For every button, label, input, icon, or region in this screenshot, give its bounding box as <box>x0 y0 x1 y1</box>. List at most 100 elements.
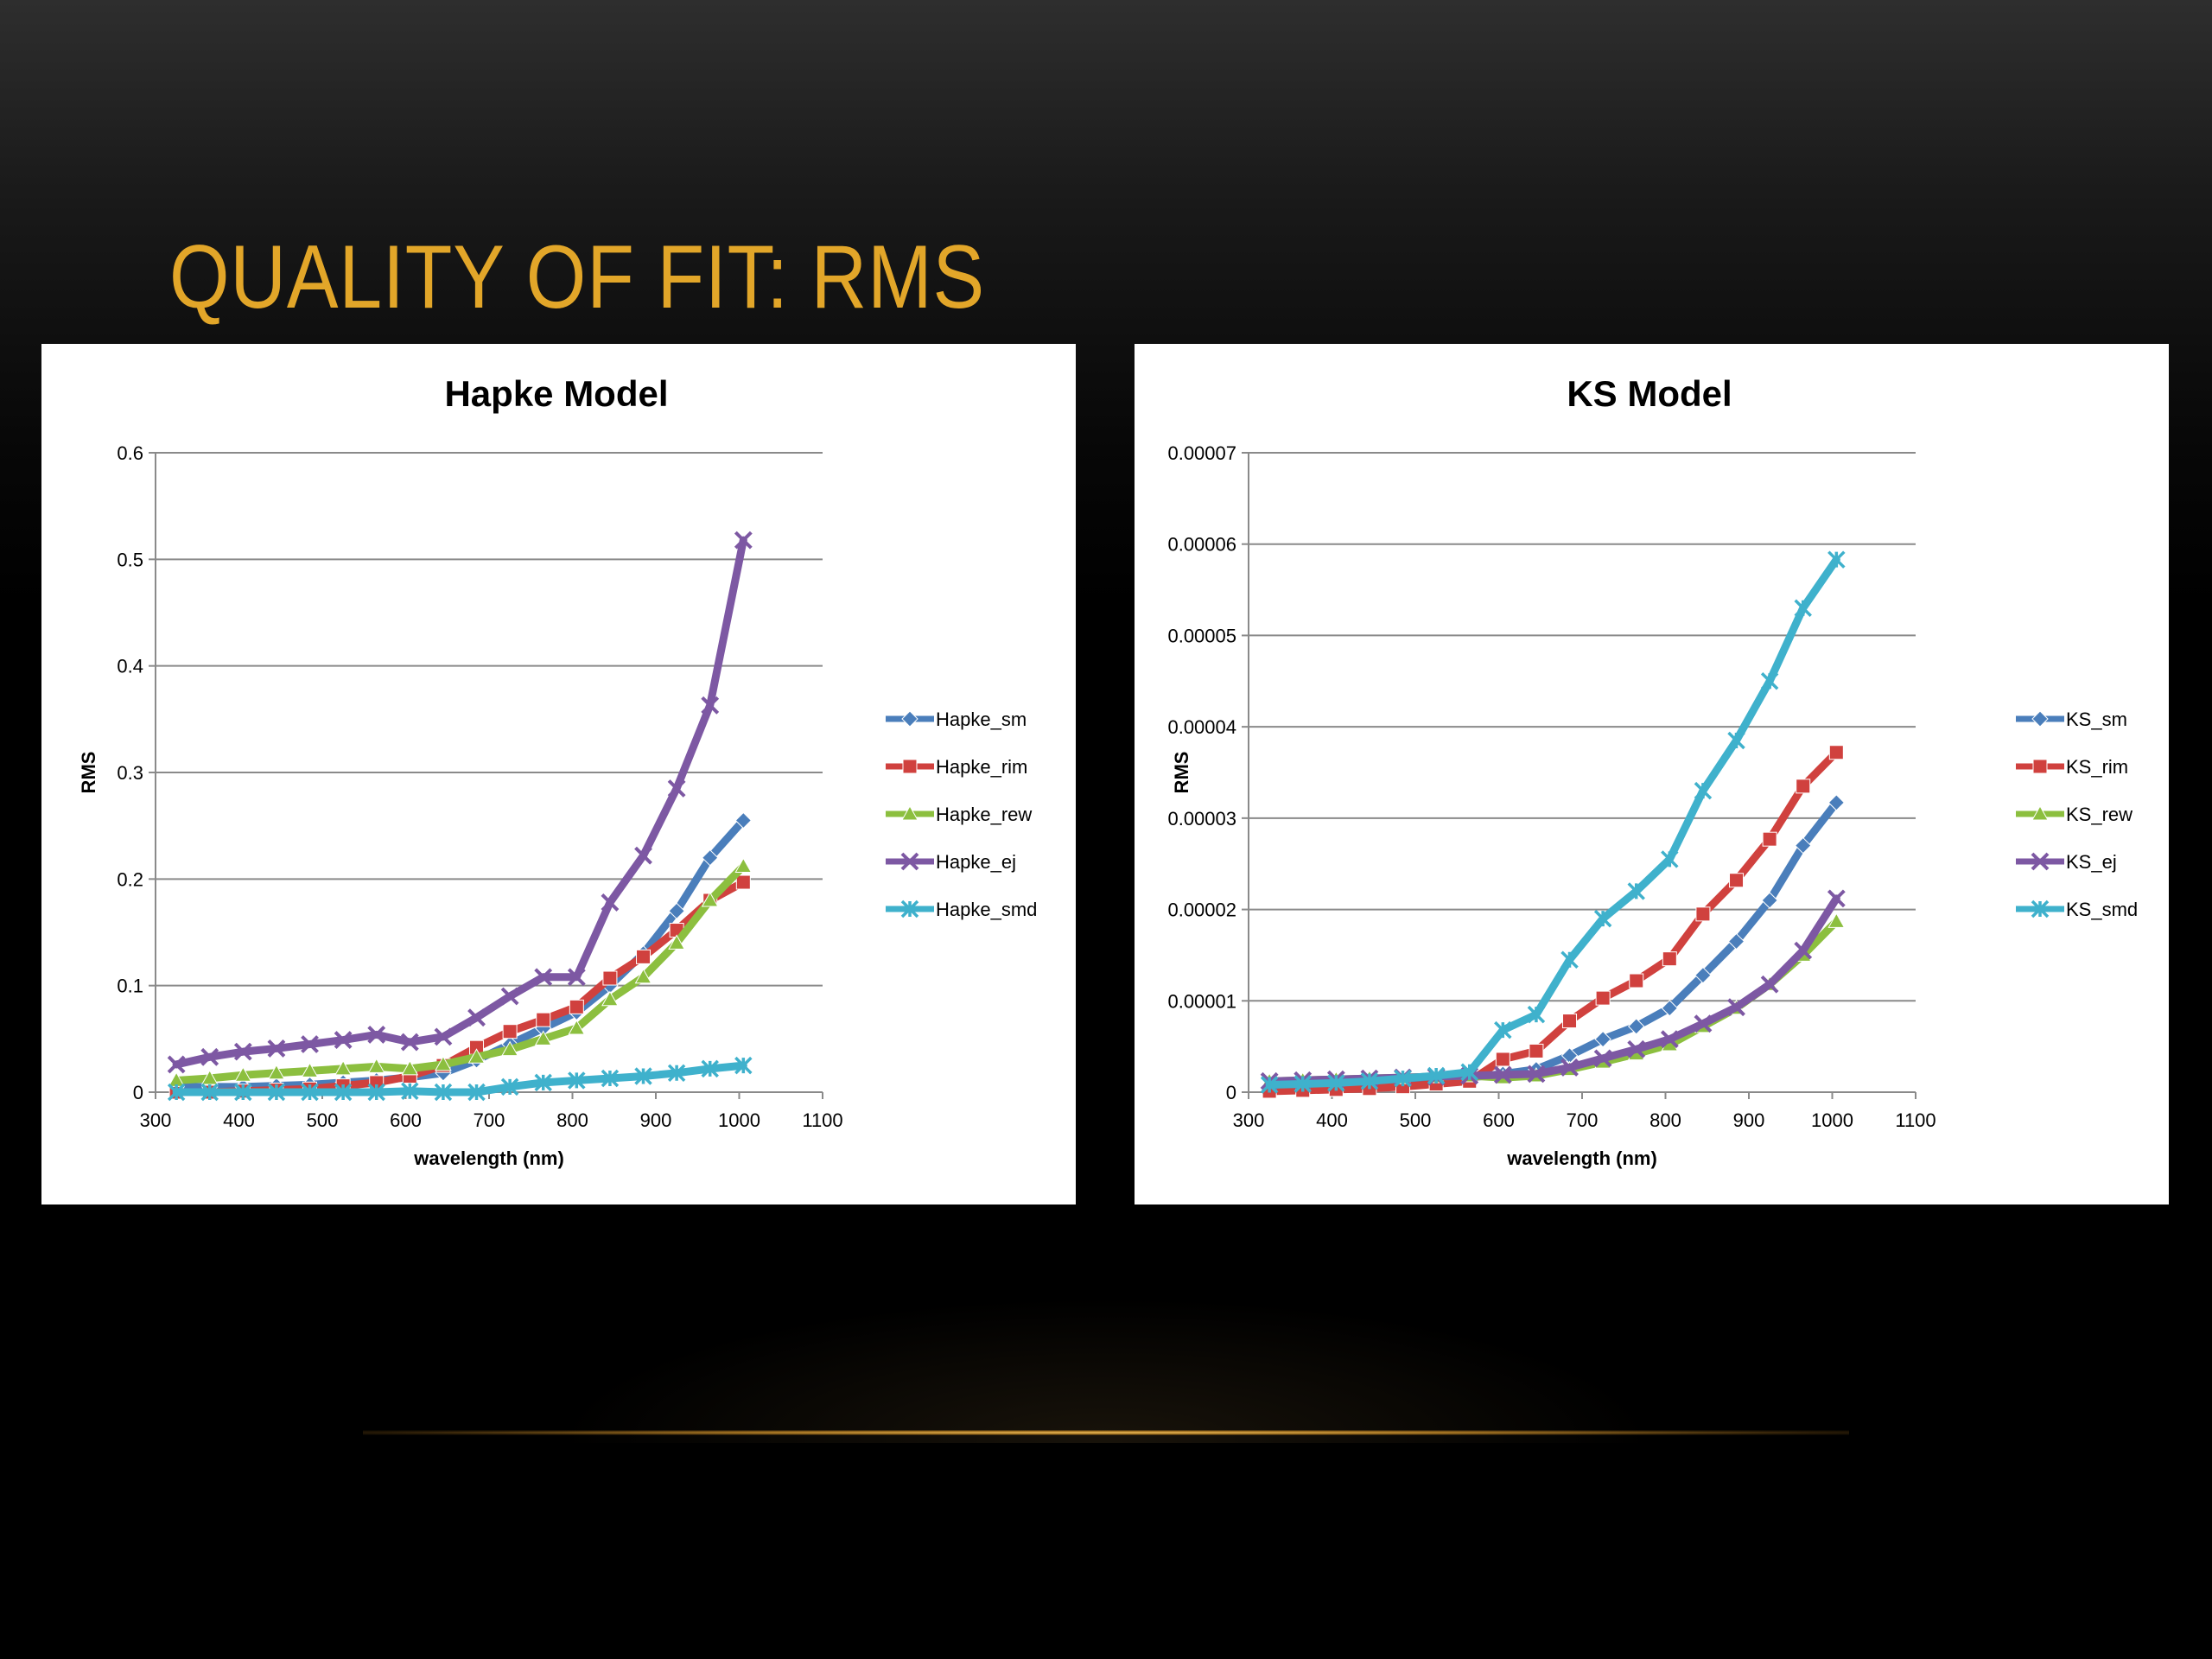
data-point-Hapke_smd <box>434 1083 453 1102</box>
y-tick-label: 0.00004 <box>1167 716 1236 738</box>
data-point-Hapke_rew <box>467 1048 486 1064</box>
data-point-KS_ej <box>1694 1014 1713 1033</box>
data-point-KS_smd <box>1593 909 1612 928</box>
legend-marker <box>900 899 919 918</box>
hapke-chart-panel: Hapke Model 0 0.1 0.2 0.3 0.4 0.5 0.6 300 400 500 6… <box>41 344 1076 1205</box>
data-point-KS_rim <box>1695 906 1711 922</box>
data-point-Hapke_ej <box>233 1042 252 1061</box>
data-point-Hapke_ej <box>334 1031 353 1049</box>
data-point-Hapke_rew <box>734 857 753 874</box>
y-tick-label: 0 <box>133 1082 143 1103</box>
data-point-Hapke_ej <box>200 1047 219 1066</box>
data-point-Hapke_smd <box>401 1082 419 1101</box>
y-tick-label: 0.00006 <box>1167 534 1236 556</box>
data-point-Hapke_rim <box>502 1024 518 1039</box>
data-point-Hapke_ej <box>567 968 586 987</box>
data-point-Hapke_smd <box>500 1077 519 1096</box>
data-point-Hapke_ej <box>667 779 686 798</box>
y-tick-label: 0.5 <box>117 549 143 570</box>
chart-title: Hapke Model <box>444 373 668 414</box>
data-point-Hapke_sm <box>668 902 685 920</box>
data-point-Hapke_sm <box>734 811 753 830</box>
y-tick-label: 0.00003 <box>1167 808 1236 830</box>
data-point-Hapke_smd <box>167 1083 186 1102</box>
legend-label: Hapke_ej <box>936 851 1016 873</box>
data-point-KS_smd <box>1360 1072 1379 1090</box>
series-line-Hapke_smd <box>172 1061 747 1096</box>
legend-marker <box>2031 852 2050 871</box>
data-point-Hapke_smd <box>334 1083 353 1102</box>
y-axis-label: RMS <box>1171 752 1192 794</box>
data-point-Hapke_smd <box>467 1083 486 1102</box>
data-point-KS_smd <box>1327 1074 1345 1092</box>
data-point-Hapke_smd <box>701 1059 719 1078</box>
legend-marker <box>2032 759 2048 774</box>
legend-marker <box>2031 710 2049 728</box>
data-point-KS_sm <box>1694 966 1712 984</box>
data-point-KS_sm <box>1727 932 1745 950</box>
ks-chart-panel: KS Model 0 0.00001 0.00002 0.00003 0.00004 0.0… <box>1135 344 2169 1205</box>
legend-marker <box>900 852 919 871</box>
data-point-KS_ej <box>1493 1065 1512 1084</box>
data-point-Hapke_rew <box>634 968 652 984</box>
data-point-KS_sm <box>1827 794 1846 811</box>
y-tick-label: 0.4 <box>117 656 143 677</box>
series-line-Hapke_rew <box>172 862 747 1084</box>
x-tick-label: 400 <box>223 1109 255 1131</box>
data-point-KS_rim <box>1595 990 1611 1006</box>
y-tick-label: 0 <box>1226 1082 1236 1103</box>
data-point-Hapke_rew <box>200 1069 219 1085</box>
x-tick-label: 900 <box>640 1109 672 1131</box>
data-point-KS_smd <box>1460 1063 1478 1081</box>
legend-label: Hapke_rew <box>936 804 1032 825</box>
x-tick-label: 800 <box>556 1109 588 1131</box>
legend-label: KS_sm <box>2066 709 2127 730</box>
data-point-Hapke_rew <box>601 990 619 1007</box>
data-point-KS_sm <box>1761 892 1778 909</box>
legend-label: KS_ej <box>2066 851 2117 873</box>
y-tick-label: 0.00007 <box>1167 442 1236 464</box>
data-point-Hapke_rim <box>602 970 618 986</box>
data-point-Hapke_ej <box>167 1055 186 1074</box>
legend-label: Hapke_smd <box>936 899 1037 920</box>
chart-title: KS Model <box>1567 373 1732 414</box>
x-tick-label: 1000 <box>718 1109 760 1131</box>
legend-label: Hapke_rim <box>936 756 1027 778</box>
data-point-Hapke_ej <box>367 1025 386 1044</box>
data-point-KS_smd <box>1661 850 1679 868</box>
legend-marker <box>2031 804 2049 821</box>
data-point-KS_smd <box>1827 550 1846 569</box>
data-point-Hapke_smd <box>534 1073 552 1092</box>
x-tick-label: 700 <box>474 1109 505 1131</box>
data-point-KS_rew <box>1827 912 1846 928</box>
data-point-Hapke_rew <box>401 1059 419 1076</box>
data-point-KS_ej <box>1727 998 1745 1017</box>
data-point-Hapke_smd <box>634 1067 652 1085</box>
legend-label: Hapke_sm <box>936 709 1027 730</box>
data-point-KS_rim <box>1796 779 1811 794</box>
x-tick-label: 600 <box>390 1109 422 1131</box>
data-point-KS_rim <box>1762 831 1777 847</box>
data-point-Hapke_ej <box>434 1027 453 1046</box>
data-point-KS_ej <box>1794 941 1813 960</box>
data-point-KS_smd <box>1494 1020 1512 1039</box>
y-tick-label: 0.6 <box>117 442 143 464</box>
data-point-KS_smd <box>1760 672 1779 690</box>
x-axis-label: wavelength (nm) <box>413 1147 564 1169</box>
x-tick-label: 300 <box>1233 1109 1265 1131</box>
data-point-KS_smd <box>1794 599 1812 617</box>
data-point-Hapke_smd <box>734 1056 753 1075</box>
data-point-Hapke_smd <box>568 1071 586 1090</box>
data-point-KS_rim <box>1629 973 1644 988</box>
data-point-Hapke_smd <box>367 1083 385 1102</box>
data-point-Hapke_rew <box>501 1040 518 1057</box>
data-point-KS_smd <box>1560 950 1579 969</box>
data-point-Hapke_ej <box>734 531 753 550</box>
data-point-Hapke_rew <box>435 1055 452 1071</box>
data-point-KS_ej <box>1593 1049 1612 1068</box>
x-tick-label: 1000 <box>1811 1109 1853 1131</box>
data-point-Hapke_smd <box>601 1069 620 1088</box>
legend-label: KS_rew <box>2066 804 2133 825</box>
y-tick-label: 0.00001 <box>1167 990 1236 1012</box>
data-point-Hapke_ej <box>601 893 620 912</box>
